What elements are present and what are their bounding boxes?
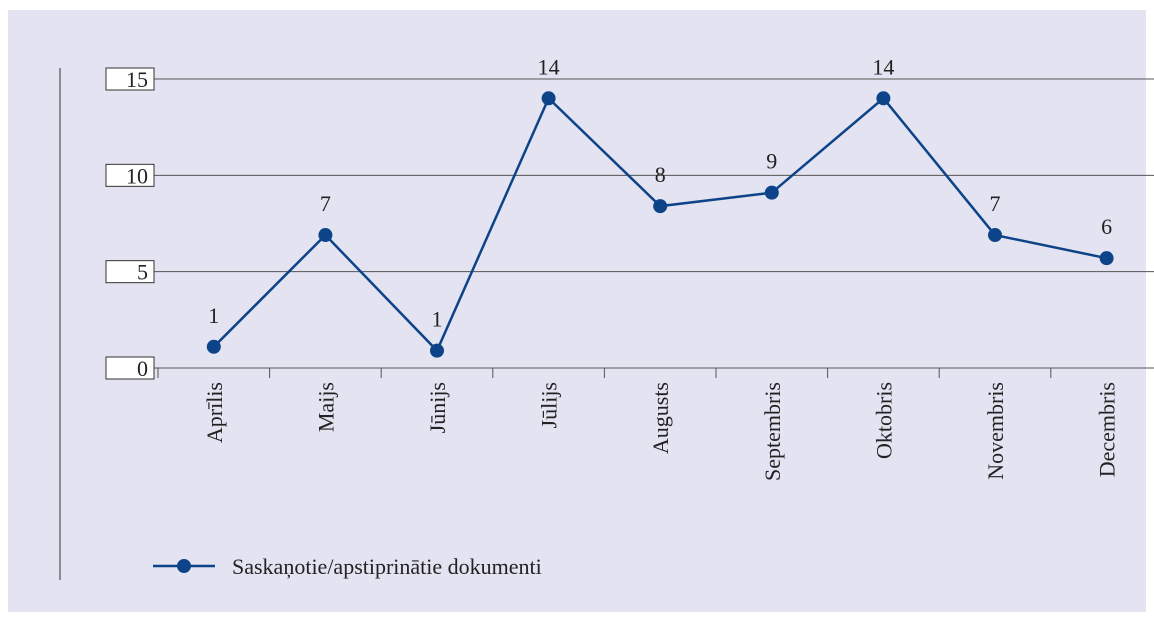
legend-label: Saskaņotie/apstiprinātie dokumenti: [232, 554, 542, 579]
data-label: 14: [872, 54, 894, 79]
y-tick-label: 5: [137, 260, 148, 285]
y-tick-label: 10: [126, 163, 148, 188]
x-tick-label: Novembris: [983, 382, 1008, 480]
data-label: 1: [432, 307, 443, 332]
data-point: [988, 228, 1002, 243]
data-point: [541, 91, 556, 106]
y-tick-label: 15: [126, 67, 148, 92]
data-point: [318, 228, 333, 243]
x-tick-label: Augusts: [648, 382, 673, 454]
y-tick-box: [105, 356, 155, 380]
x-tick-label: Septembris: [760, 382, 785, 481]
data-label: 9: [766, 149, 777, 174]
x-tick-label: Maijs: [313, 382, 338, 432]
x-tick-label: Aprīlis: [202, 382, 227, 443]
chart-background: [8, 10, 1146, 612]
data-point: [653, 199, 668, 214]
data-point: [764, 185, 779, 200]
x-tick-label: Oktobris: [871, 382, 896, 459]
y-tick-box: [105, 163, 155, 187]
data-point: [876, 91, 891, 106]
data-label: 1: [208, 303, 219, 328]
data-point: [1099, 251, 1114, 266]
y-tick-label: 0: [137, 356, 148, 381]
x-tick-label: Jūnijs: [425, 382, 450, 433]
data-point: [206, 339, 221, 354]
legend-marker: [177, 559, 191, 573]
y-tick-box: [105, 67, 155, 91]
data-label: 14: [538, 54, 560, 79]
data-label: 6: [1101, 214, 1112, 239]
x-tick-label: Decembris: [1095, 382, 1120, 477]
x-tick-label: Jūlijs: [537, 382, 562, 428]
data-label: 8: [655, 162, 666, 187]
data-label: 7: [990, 191, 1001, 216]
data-point: [430, 343, 444, 358]
data-label: 7: [320, 191, 331, 216]
y-tick-box: [105, 260, 155, 284]
